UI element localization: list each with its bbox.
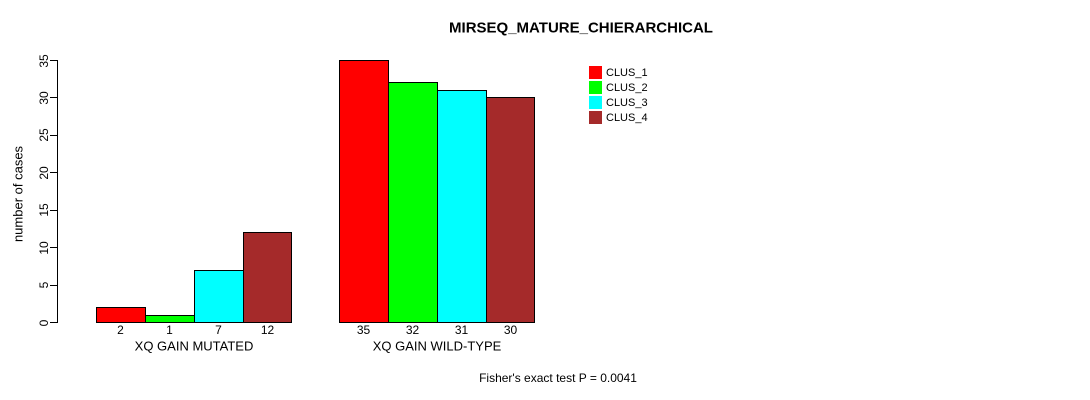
bar-value-label: 7: [215, 323, 222, 337]
x-category-label: XQ GAIN MUTATED: [134, 338, 254, 354]
y-tick: [50, 322, 57, 323]
bar-clus_3-1: [194, 269, 244, 323]
bar-value-label: 32: [405, 323, 420, 337]
bar-clus_3-2: [437, 89, 487, 323]
legend-label: CLUS_3: [606, 96, 648, 109]
bar-value-label: 35: [356, 323, 371, 337]
x-category-label: XQ GAIN WILD-TYPE: [372, 338, 502, 354]
bar-value-label: 12: [260, 323, 275, 337]
legend-swatch-icon: [589, 111, 602, 124]
y-tick: [50, 284, 57, 286]
bar-value-label: 31: [454, 323, 469, 337]
y-axis-label: number of cases: [10, 145, 26, 243]
legend-swatch-icon: [589, 96, 602, 109]
legend-item-clus_3: CLUS_3: [589, 96, 648, 109]
y-tick-label: 25: [37, 128, 51, 143]
legend: CLUS_1 CLUS_2 CLUS_3 CLUS_4: [589, 66, 648, 124]
y-tick-label: 10: [37, 240, 51, 255]
legend-label: CLUS_1: [606, 66, 648, 79]
legend-item-clus_1: CLUS_1: [589, 66, 648, 79]
bar-clus_1-2: [339, 60, 389, 323]
y-tick-label: 30: [37, 91, 51, 105]
legend-label: CLUS_4: [606, 111, 648, 124]
y-tick-label: 5: [37, 281, 51, 289]
y-axis-line: [57, 60, 58, 323]
bar-value-label: 2: [117, 323, 124, 337]
legend-swatch-icon: [589, 66, 602, 79]
bar-value-label: 30: [503, 323, 518, 337]
y-tick: [50, 209, 57, 211]
y-tick: [50, 172, 57, 174]
bar-clus_1-1: [96, 307, 146, 323]
legend-swatch-icon: [589, 81, 602, 94]
legend-item-clus_2: CLUS_2: [589, 81, 648, 94]
y-tick: [50, 247, 57, 249]
bar-clus_2-1: [145, 314, 195, 323]
annotation-text: Fisher's exact test P = 0.0041: [479, 371, 637, 385]
bar-clus_2-2: [388, 82, 438, 323]
y-tick: [50, 134, 57, 136]
y-tick-label: 0: [37, 319, 51, 326]
y-tick-label: 20: [37, 166, 51, 180]
legend-label: CLUS_2: [606, 81, 648, 94]
chart-title: MIRSEQ_MATURE_CHIERARCHICAL: [449, 19, 713, 37]
y-tick-label: 35: [37, 53, 51, 68]
legend-item-clus_4: CLUS_4: [589, 111, 648, 124]
bar-value-label: 1: [166, 323, 173, 337]
y-tick: [50, 60, 57, 61]
y-tick: [50, 97, 57, 99]
y-tick-label: 15: [37, 203, 51, 217]
bar-clus_4-1: [243, 232, 292, 323]
bar-clus_4-2: [486, 97, 535, 323]
